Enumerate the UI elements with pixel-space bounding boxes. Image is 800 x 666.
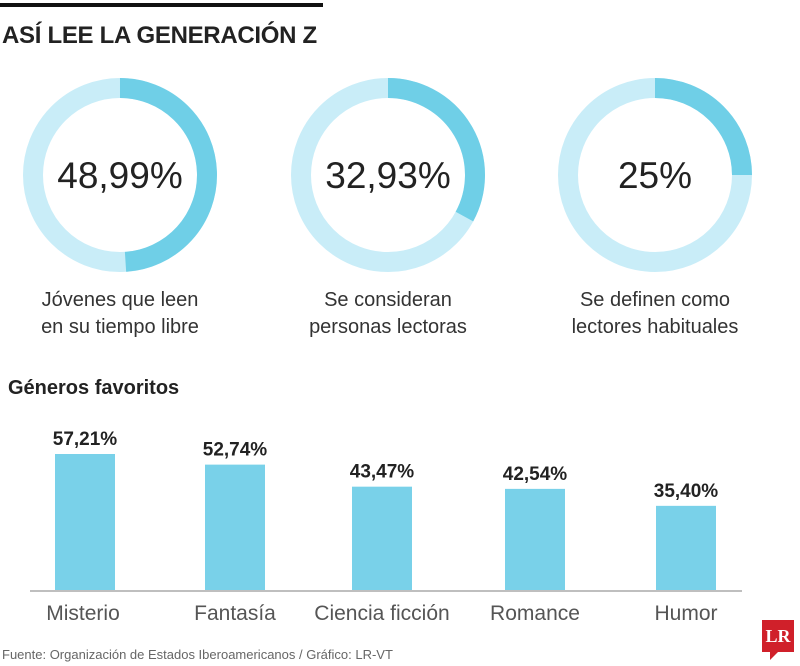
- donut-arc: [654, 78, 752, 176]
- category-label: Misterio: [46, 602, 120, 625]
- bar: [505, 488, 565, 590]
- category-label: Fantasía: [194, 602, 276, 625]
- bar-value-label: 35,40%: [654, 481, 719, 502]
- donut-label-line: Se definen como: [579, 289, 731, 311]
- donut-arc: [119, 78, 217, 272]
- top-rule: [0, 3, 323, 7]
- bar-value-label: 57,21%: [53, 429, 118, 450]
- bar: [352, 486, 412, 590]
- bar-value-label: 43,47%: [350, 462, 415, 483]
- bar-value-label: 52,74%: [203, 440, 268, 461]
- category-label: Humor: [654, 602, 717, 625]
- donut-label-line: Jóvenes que leen: [41, 289, 199, 311]
- donut-label-3: Se definen como lectores habituales: [525, 287, 785, 341]
- source-footer: Fuente: Organización de Estados Iberoame…: [2, 647, 393, 662]
- donut-label-line: en su tiempo libre: [41, 316, 199, 338]
- bar: [656, 505, 716, 590]
- chart-title: Géneros favoritos: [8, 377, 180, 399]
- category-label: Ciencia ficción: [314, 602, 449, 625]
- bar: [205, 464, 265, 590]
- donut-label-1: Jóvenes que leen en su tiempo libre: [0, 287, 250, 341]
- page-title: ASÍ LEE LA GENERACIÓN Z: [2, 22, 317, 49]
- donut-label-line: lectores habituales: [571, 316, 739, 338]
- donut-value: 32,93%: [325, 155, 451, 196]
- donut-label-line: personas lectoras: [309, 316, 467, 338]
- donut-arc: [387, 78, 485, 222]
- bar: [55, 454, 115, 590]
- donut-label-line: Se consideran: [324, 289, 452, 311]
- donut-value: 25%: [618, 155, 692, 196]
- bar-value-label: 42,54%: [503, 464, 568, 485]
- donut-value: 48,99%: [57, 155, 183, 196]
- lr-logo: LR: [762, 620, 794, 660]
- donut-label-2: Se consideran personas lectoras: [258, 287, 518, 341]
- category-label: Romance: [490, 602, 580, 625]
